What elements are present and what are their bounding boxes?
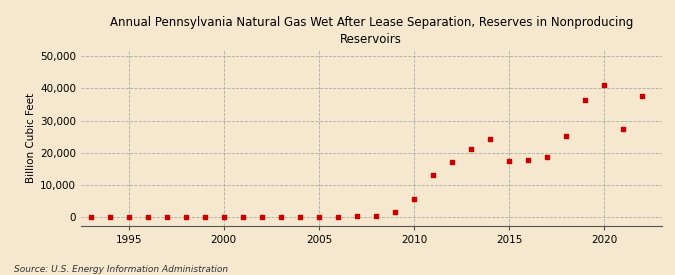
- Point: [238, 215, 248, 219]
- Point: [580, 97, 591, 102]
- Y-axis label: Billion Cubic Feet: Billion Cubic Feet: [26, 92, 36, 183]
- Title: Annual Pennsylvania Natural Gas Wet After Lease Separation, Reserves in Nonprodu: Annual Pennsylvania Natural Gas Wet Afte…: [109, 16, 633, 46]
- Point: [123, 215, 134, 219]
- Point: [104, 215, 115, 219]
- Point: [218, 215, 229, 219]
- Point: [466, 147, 477, 151]
- Point: [504, 159, 514, 163]
- Point: [637, 94, 648, 98]
- Point: [428, 173, 439, 178]
- Point: [618, 126, 629, 131]
- Point: [542, 155, 553, 159]
- Point: [447, 160, 458, 164]
- Point: [389, 210, 400, 214]
- Point: [180, 215, 191, 219]
- Point: [256, 215, 267, 219]
- Point: [599, 83, 610, 87]
- Point: [371, 214, 381, 218]
- Point: [352, 214, 362, 219]
- Point: [333, 214, 344, 219]
- Point: [142, 215, 153, 219]
- Point: [85, 215, 96, 219]
- Point: [275, 215, 286, 219]
- Point: [523, 158, 534, 162]
- Point: [313, 215, 324, 219]
- Point: [408, 197, 419, 201]
- Point: [561, 134, 572, 138]
- Point: [161, 215, 172, 219]
- Text: Source: U.S. Energy Information Administration: Source: U.S. Energy Information Administ…: [14, 265, 227, 274]
- Point: [485, 137, 495, 141]
- Point: [294, 215, 305, 219]
- Point: [199, 215, 210, 219]
